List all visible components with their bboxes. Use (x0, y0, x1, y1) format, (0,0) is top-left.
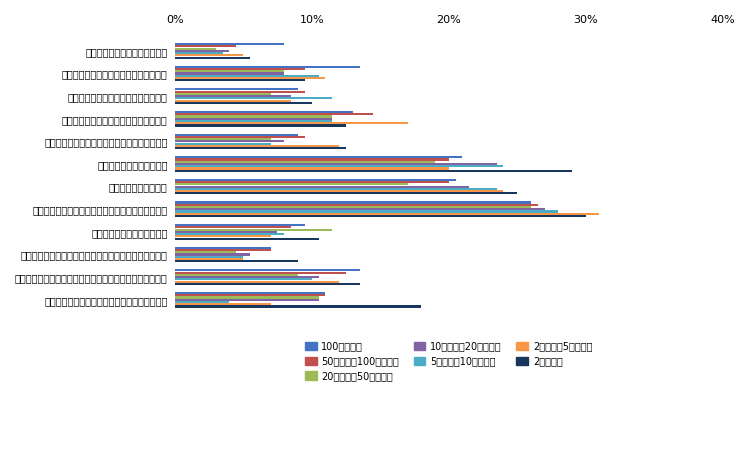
Bar (175, 297, 319, 298)
Bar (175, 238, 319, 239)
Bar (175, 190, 503, 192)
Bar (175, 48, 216, 50)
Bar (175, 70, 284, 72)
Bar (175, 97, 332, 99)
Bar (175, 122, 407, 124)
Bar (175, 224, 304, 226)
Bar (175, 145, 339, 147)
Bar (175, 170, 572, 172)
Bar (175, 283, 359, 285)
Bar (175, 228, 332, 231)
Bar (175, 163, 497, 165)
Bar (175, 179, 455, 181)
Bar (175, 210, 558, 213)
Bar (175, 278, 312, 281)
Bar (175, 136, 304, 138)
Bar (175, 208, 544, 210)
Bar (175, 57, 250, 58)
Bar (175, 260, 298, 262)
Bar (175, 118, 332, 120)
Bar (175, 249, 271, 251)
Bar (175, 167, 448, 170)
Bar (175, 133, 298, 136)
Bar (175, 120, 332, 122)
Bar (175, 102, 312, 104)
Bar (175, 79, 304, 81)
Bar (175, 231, 278, 233)
Bar (175, 100, 291, 101)
Bar (175, 251, 236, 253)
Bar (175, 233, 284, 235)
Bar (175, 276, 319, 278)
Bar (175, 186, 470, 188)
Bar (175, 124, 346, 127)
Bar (175, 188, 497, 190)
Bar (175, 213, 599, 215)
Bar (175, 140, 284, 143)
Bar (175, 301, 230, 303)
Bar (175, 161, 435, 163)
Bar (175, 45, 236, 48)
Bar (175, 202, 531, 203)
Bar (175, 143, 271, 144)
Bar (175, 274, 298, 276)
Bar (175, 258, 243, 260)
Bar (175, 254, 250, 255)
Bar (175, 255, 243, 258)
Bar (175, 247, 271, 249)
Bar (175, 73, 284, 74)
Bar (175, 165, 503, 167)
Bar (175, 43, 284, 45)
Bar (175, 235, 271, 237)
Bar (175, 66, 359, 68)
Bar (175, 215, 586, 217)
Bar (175, 111, 352, 113)
Bar (175, 281, 339, 282)
Bar (175, 271, 346, 274)
Bar (175, 50, 230, 52)
Bar (175, 269, 359, 271)
Bar (175, 52, 223, 54)
Bar (175, 113, 374, 115)
Bar (175, 303, 271, 305)
Bar (175, 192, 518, 194)
Bar (175, 116, 332, 117)
Bar (175, 90, 304, 93)
Bar (175, 299, 319, 301)
Bar (175, 95, 291, 97)
Bar (175, 294, 326, 296)
Bar (175, 93, 271, 95)
Bar (175, 147, 346, 149)
Bar (175, 292, 326, 294)
Bar (175, 77, 326, 79)
Bar (175, 74, 319, 77)
Bar (175, 68, 304, 70)
Bar (175, 206, 531, 208)
Bar (175, 156, 462, 158)
Bar (175, 54, 243, 56)
Legend: 100万人以上, 50万人以上100万人未満, 20万人以上50万人未満, 10万人以上20万人未満, 5万人以上10万人未満, 2万人以上5万人未満, 2万人: 100万人以上, 50万人以上100万人未満, 20万人以上50万人未満, 10… (301, 337, 596, 385)
Bar (175, 88, 298, 90)
Bar (175, 159, 448, 160)
Bar (175, 181, 448, 183)
Bar (175, 183, 407, 186)
Bar (175, 305, 422, 308)
Bar (175, 204, 538, 206)
Bar (175, 226, 291, 228)
Bar (175, 138, 271, 140)
